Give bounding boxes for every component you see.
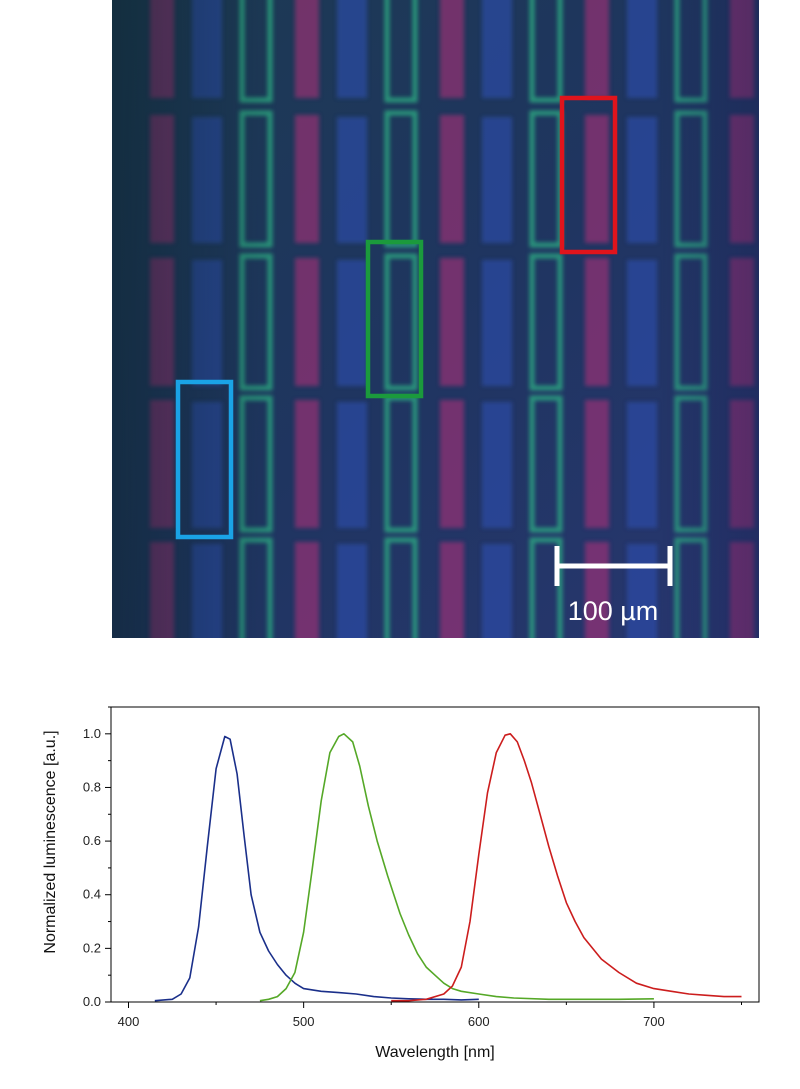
y-tick-label: 0.4 <box>83 887 101 902</box>
y-tick-label: 0.2 <box>83 940 101 955</box>
x-axis-ticks: 400 500 600 700 <box>118 1002 742 1029</box>
scale-bar-label: 100 µm <box>568 596 659 626</box>
y-tick-label: 0.8 <box>83 779 101 794</box>
blue-subpixel <box>772 544 800 670</box>
blue-subpixel <box>772 402 800 528</box>
x-tick-label: 500 <box>293 1014 315 1029</box>
micrograph: 100 µm <box>112 0 800 670</box>
blue-subpixel <box>772 260 800 386</box>
y-tick-label: 1.0 <box>83 726 101 741</box>
y-axis-label: Normalized luminescence [a.u.] <box>42 730 59 953</box>
y-tick-label: 0.6 <box>83 833 101 848</box>
green-emission-line <box>259 733 654 1002</box>
micrograph-vignette <box>112 0 759 638</box>
y-axis-ticks: 0.0 0.2 0.4 0.6 0.8 1.0 <box>83 706 111 1009</box>
blue-subpixel <box>772 0 800 98</box>
blue-subpixel <box>772 117 800 243</box>
x-axis-label: Wavelength [nm] <box>375 1044 494 1061</box>
blue-emission-line <box>154 735 479 1002</box>
y-tick-label: 0.0 <box>83 994 101 1009</box>
spectrum-chart: 400 500 600 700 0.0 0.2 0.4 0.6 0.8 1.0 Waveleng… <box>42 706 760 1061</box>
green-roi-box <box>365 239 424 399</box>
blue-roi-box <box>175 379 234 540</box>
series-layer <box>154 733 742 1002</box>
x-tick-label: 700 <box>643 1014 665 1029</box>
x-tick-label: 400 <box>118 1014 140 1029</box>
red-emission-line <box>391 733 742 1002</box>
plot-frame <box>110 706 760 1003</box>
scale-bar: 100 µm <box>554 546 673 626</box>
x-tick-label: 600 <box>468 1014 490 1029</box>
red-roi-box <box>559 95 618 255</box>
